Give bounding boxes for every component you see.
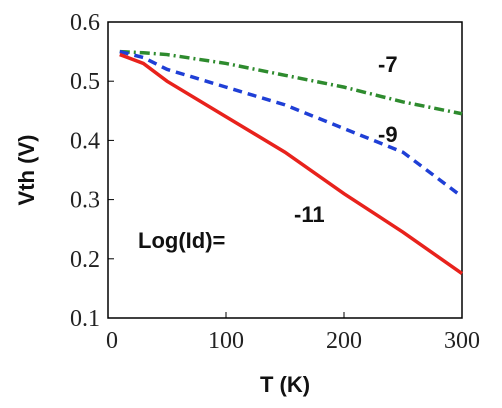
y-tick-label: 0.6 (70, 10, 100, 36)
plot-frame (107, 21, 463, 319)
x-tick-label: 0 (106, 328, 118, 354)
y-tick-label: 0.5 (70, 69, 100, 95)
y-tick-label: 0.4 (70, 128, 100, 154)
y-tick-label: 0.1 (70, 306, 100, 332)
series-label: -7 (378, 52, 398, 77)
y-axis-label: Vth (V) (14, 135, 39, 206)
series-line (119, 49, 463, 116)
series-line (119, 52, 464, 276)
annotation: Log(Id)= (138, 228, 225, 253)
x-tick-label: 100 (208, 328, 244, 354)
x-axis-label: T (K) (260, 372, 310, 397)
series-line (119, 49, 464, 199)
x-tick-label: 200 (326, 328, 362, 354)
series-label: -11 (294, 202, 325, 227)
y-tick-label: 0.2 (70, 247, 100, 273)
y-tick-label: 0.3 (70, 188, 100, 214)
series-label: -9 (378, 122, 398, 147)
x-tick-label: 300 (444, 328, 480, 354)
